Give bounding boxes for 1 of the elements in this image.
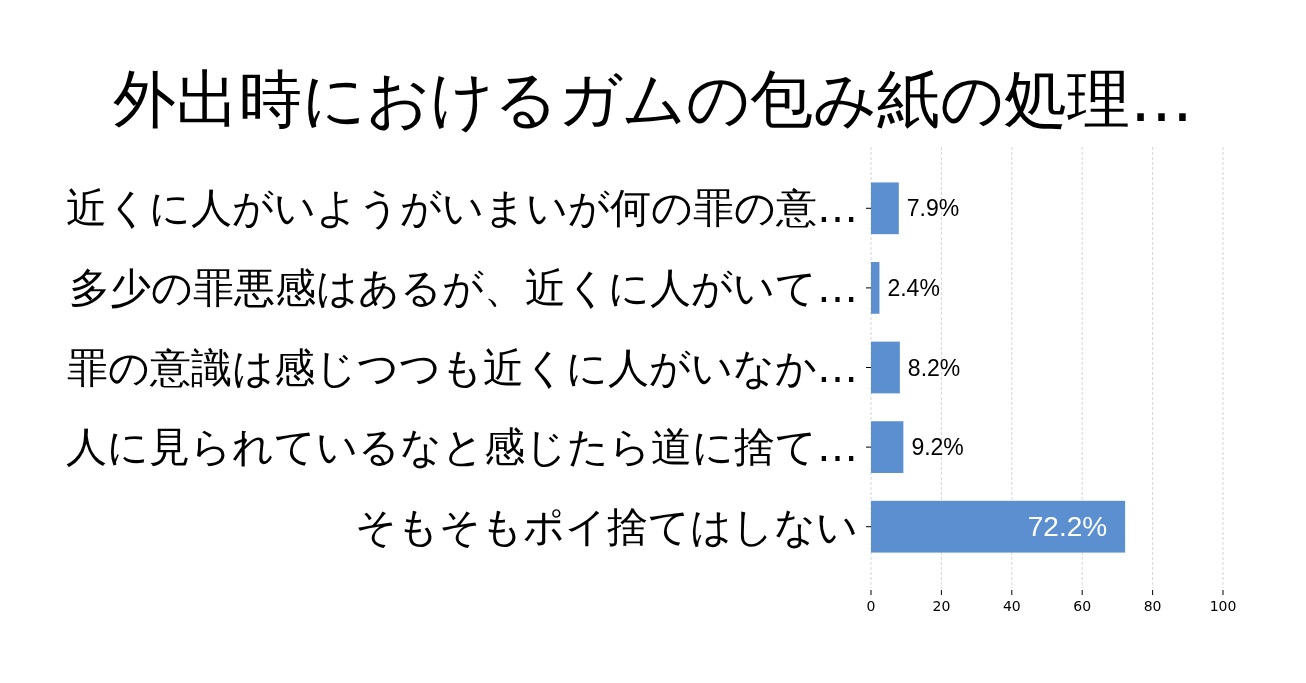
title: 外出時におけるガムの包み紙の処理… — [113, 63, 1193, 136]
